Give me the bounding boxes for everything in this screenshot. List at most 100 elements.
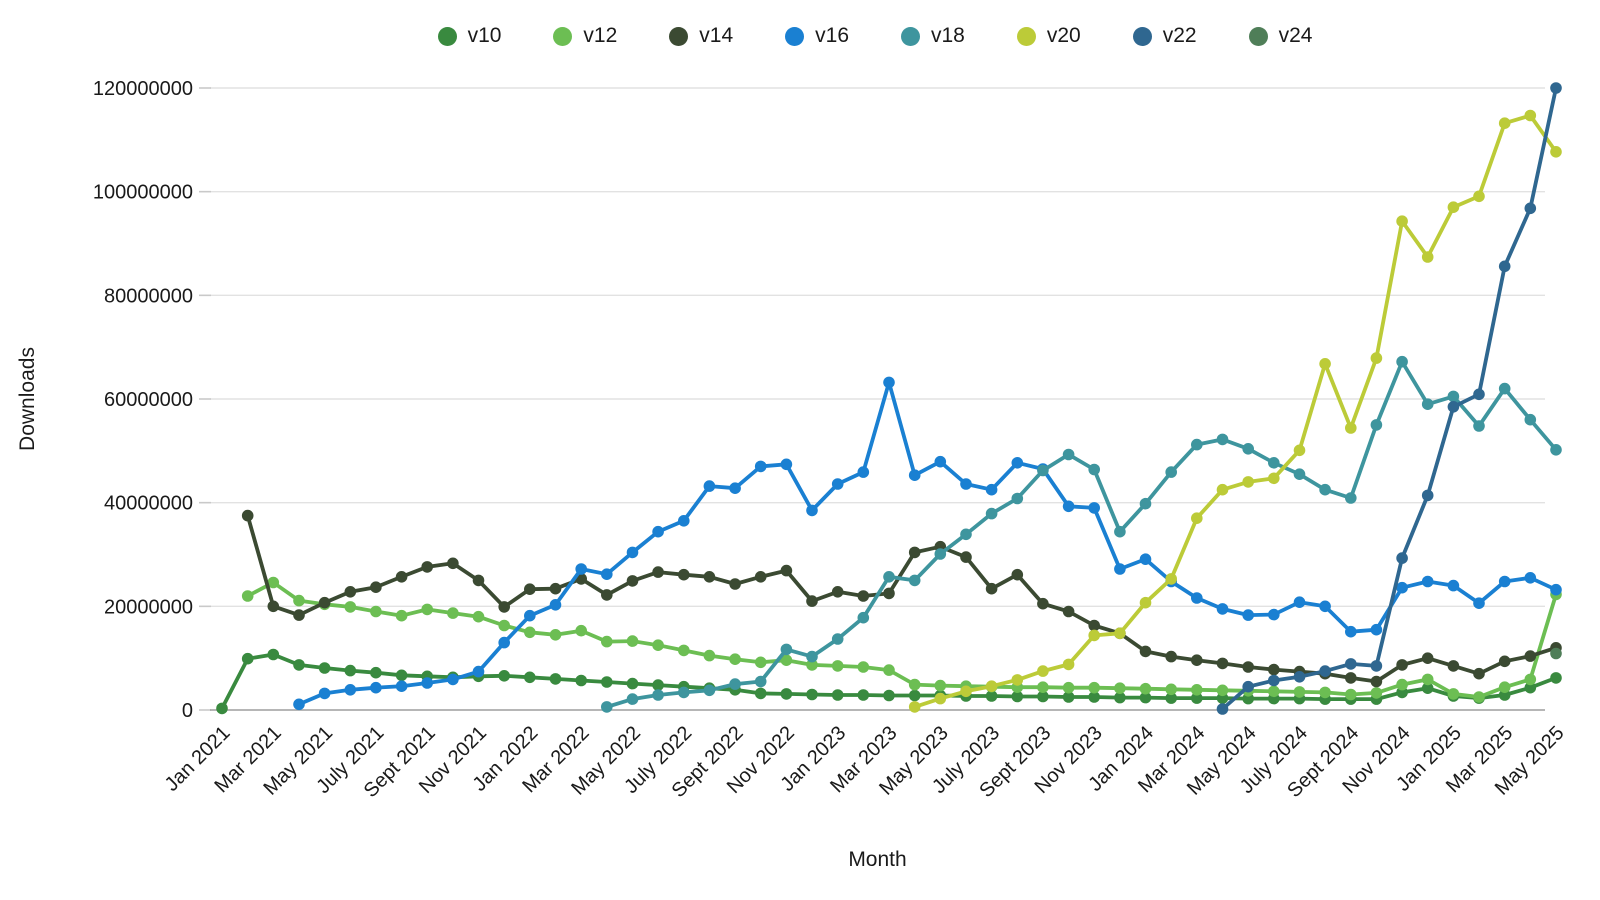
series-v10-point: [780, 688, 793, 700]
series-v14-point: [1524, 650, 1537, 662]
series-v16-point: [293, 698, 305, 711]
series-v18-point: [626, 693, 639, 705]
series-v18-point: [1088, 463, 1100, 476]
series-v16-point: [1088, 502, 1100, 514]
legend-label: v24: [1278, 24, 1313, 47]
y-tick-label: 120000000: [93, 78, 193, 100]
series-v14-point: [344, 586, 357, 598]
series-v18-point: [1216, 433, 1229, 446]
series-v18-point: [1037, 464, 1049, 477]
series-v18-point: [652, 689, 664, 701]
legend-item-v18[interactable]: v18: [901, 24, 965, 48]
series-v12-point: [421, 603, 434, 616]
series-v22-point: [1216, 703, 1229, 715]
series-v14-point: [1011, 568, 1024, 581]
series-v10-point: [985, 690, 998, 702]
series-v20-point: [1396, 215, 1408, 227]
legend-item-v14[interactable]: v14: [669, 24, 733, 48]
series-v12-point: [831, 660, 844, 672]
series-v18-point: [1524, 413, 1537, 426]
series-v18-point: [985, 507, 998, 520]
series-v10-point: [498, 670, 511, 682]
legend-item-v12[interactable]: v12: [553, 24, 617, 48]
series-v14-point: [883, 587, 895, 600]
series-v12-line: [245, 580, 1558, 699]
series-v16-point: [421, 677, 434, 689]
series-v18-point: [729, 678, 741, 690]
series-v14-point: [472, 574, 485, 587]
series-v20: [908, 109, 1562, 713]
series-v14-point: [678, 568, 690, 581]
series-v10-point: [1088, 691, 1100, 703]
series-v12-point: [472, 610, 485, 623]
series-v22-point: [1447, 401, 1460, 413]
series-v20-point: [1524, 109, 1537, 122]
series-v16-point: [1191, 592, 1203, 604]
legend-item-v16[interactable]: v16: [785, 24, 849, 48]
series-v12-point: [395, 609, 408, 622]
series-v16-point: [601, 568, 613, 580]
series-v14-point: [831, 586, 844, 598]
series-v20-point: [934, 692, 947, 705]
series-v18-point: [1242, 443, 1254, 455]
series-v22-point: [1268, 674, 1280, 687]
series-v10-point: [1139, 691, 1152, 704]
series-v22-point: [1345, 658, 1357, 670]
series-v20-point: [1011, 674, 1024, 686]
series-v18-point: [960, 528, 972, 541]
series-v14-point: [1370, 675, 1383, 688]
series-v18-point: [780, 643, 793, 656]
series-v14-point: [1088, 619, 1100, 632]
series-v14-line: [245, 513, 1558, 684]
series-v16-point: [626, 546, 639, 559]
series-v14-point: [524, 583, 536, 595]
series-v16-point: [1421, 575, 1434, 588]
series-v10-point: [216, 702, 228, 715]
series-v14-point: [549, 582, 562, 595]
series-v16-point: [1114, 563, 1126, 575]
series-v10-point: [883, 689, 895, 702]
series-v16-point: [985, 483, 998, 496]
series-v14-point: [1345, 672, 1357, 684]
series-v10-point: [370, 666, 382, 679]
series-v12-point: [1396, 678, 1408, 691]
series-v16-point: [806, 504, 818, 517]
series-v18-point: [806, 650, 818, 663]
series-v20-point: [1550, 146, 1562, 158]
series-v20-point: [1473, 190, 1485, 203]
series-v14-point: [754, 571, 767, 583]
series-v20-point: [1293, 444, 1306, 457]
legend-item-v10[interactable]: v10: [437, 24, 501, 48]
legend-item-v24[interactable]: v24: [1248, 24, 1313, 48]
legend-dot-v18: [901, 26, 920, 46]
series-v10-point: [1165, 692, 1177, 704]
series-v14-point: [1037, 597, 1049, 610]
series-v12-point: [549, 629, 562, 641]
y-tick-label: 60000000: [104, 389, 193, 411]
series-v18-point: [1473, 420, 1485, 432]
series-v12-point: [575, 624, 587, 637]
y-tick-label: 40000000: [104, 493, 193, 515]
series-v12-point: [934, 679, 947, 692]
series-v20-point: [1191, 512, 1203, 524]
series-v18-point: [908, 574, 921, 587]
series-v16-point: [960, 478, 972, 490]
legend-item-v20[interactable]: v20: [1016, 24, 1081, 48]
series-v14-point: [293, 609, 305, 621]
series-v10-point: [241, 652, 254, 665]
series-v12-point: [498, 619, 511, 632]
series-v12-point: [1447, 688, 1460, 700]
series-v14-point: [908, 546, 921, 559]
series-v22-point: [1473, 388, 1485, 401]
legend-item-v22[interactable]: v22: [1132, 24, 1197, 48]
series-v14-point: [395, 571, 408, 583]
series-v20-point: [1319, 358, 1331, 370]
series-v16-point: [703, 480, 716, 492]
series-v16-point: [1370, 623, 1383, 636]
series-v12-point: [1498, 681, 1511, 693]
series-v18-point: [1319, 483, 1331, 496]
series-v14-point: [498, 601, 511, 613]
series-v16-point: [395, 680, 408, 692]
series-v10-point: [652, 679, 664, 691]
